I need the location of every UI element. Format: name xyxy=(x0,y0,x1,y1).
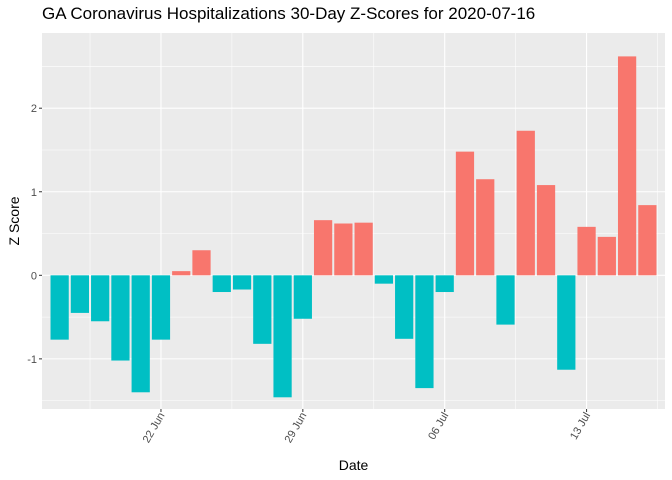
bar xyxy=(212,275,231,293)
bar xyxy=(516,130,535,276)
bar xyxy=(192,250,211,276)
x-tick-label: 13 Jul xyxy=(568,411,593,442)
bar xyxy=(638,205,657,276)
bar xyxy=(455,151,475,276)
bar xyxy=(70,275,90,313)
y-tick-label: 2 xyxy=(31,103,37,115)
y-axis-title: Z Score xyxy=(6,196,22,245)
bar xyxy=(557,275,576,370)
bar xyxy=(91,275,110,322)
bar xyxy=(293,275,312,319)
bar xyxy=(313,220,333,276)
x-axis-title: Date xyxy=(339,457,369,473)
bar xyxy=(374,275,394,284)
bar xyxy=(597,236,616,276)
y-tick-label: -1 xyxy=(27,354,37,366)
bar xyxy=(232,275,252,290)
bar xyxy=(415,275,434,389)
bar xyxy=(50,275,69,340)
bar xyxy=(172,271,191,276)
x-tick-label: 29 Jun xyxy=(283,411,310,446)
chart-title: GA Coronavirus Hospitalizations 30-Day Z… xyxy=(42,4,536,23)
bar xyxy=(395,275,414,339)
y-tick-label: 1 xyxy=(31,187,37,199)
bar xyxy=(476,179,495,276)
bar xyxy=(496,275,515,325)
bar xyxy=(435,275,454,293)
x-tick-label: 06 Jul xyxy=(426,411,451,442)
bars xyxy=(50,56,657,398)
bar xyxy=(151,275,171,340)
x-tick-label: 22 Jun xyxy=(141,411,168,446)
bar xyxy=(536,185,556,276)
y-tick-label: 0 xyxy=(31,270,37,282)
bar xyxy=(334,223,353,276)
minor-gridlines xyxy=(42,33,665,409)
bar xyxy=(253,275,272,344)
bar xyxy=(273,275,292,398)
bar xyxy=(354,222,373,276)
x-axis: 22 Jun 29 Jun 06 Jul 13 Jul xyxy=(141,409,593,446)
bar xyxy=(111,275,130,361)
bar xyxy=(131,275,150,393)
bar xyxy=(617,56,637,276)
y-axis: -1 0 1 2 xyxy=(27,103,42,366)
bar xyxy=(577,226,596,276)
